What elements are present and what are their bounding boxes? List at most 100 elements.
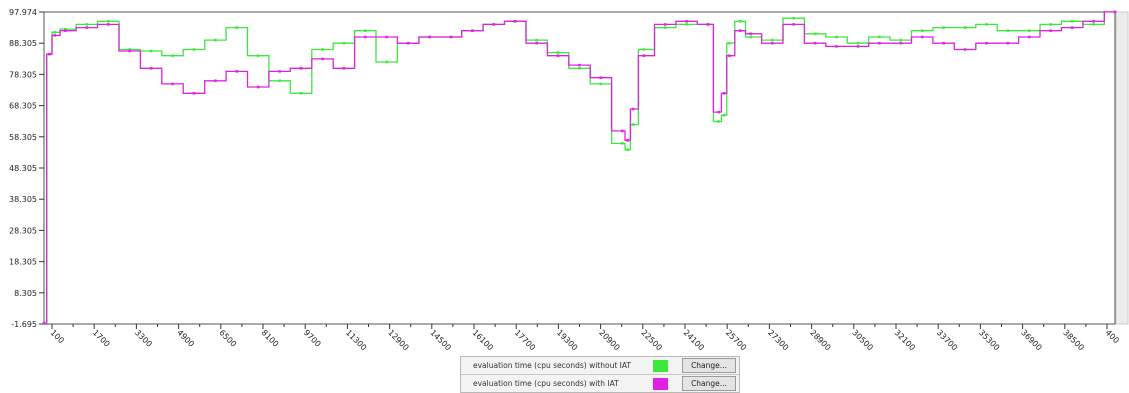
series-point-1	[428, 35, 431, 39]
series-point-1	[192, 92, 196, 95]
x-tick-label: 400	[1104, 328, 1121, 345]
series-point-0	[942, 26, 945, 29]
series-point-0	[663, 26, 667, 29]
series-point-1	[722, 92, 726, 95]
series-point-0	[256, 54, 260, 57]
legend: evaluation time (cpu seconds) without IA…	[460, 356, 740, 393]
series-point-1	[107, 23, 110, 26]
series-point-0	[835, 35, 838, 39]
series-point-0	[53, 31, 56, 34]
chart-area: 97.974 88.305 78.305 68.305 58.305 48.305 38.3…	[9, 8, 1129, 352]
series-point-0	[631, 123, 635, 126]
series-point-0	[1028, 29, 1031, 32]
legend-label: evaluation time (cpu seconds) without IA…	[473, 361, 631, 370]
series-point-0	[626, 148, 629, 151]
series-point-0	[149, 49, 153, 53]
y-tick-label: 8.305	[14, 289, 37, 298]
x-tick-label: 27300	[766, 328, 790, 352]
series-point-1	[835, 45, 838, 48]
series-point-1	[771, 41, 774, 45]
series-point-0	[878, 35, 881, 39]
x-tick-label: 30500	[850, 328, 874, 352]
series-point-0	[192, 48, 196, 51]
x-tick-label: 32100	[893, 328, 917, 352]
series-point-0	[899, 38, 903, 42]
series-point-1	[1092, 20, 1095, 23]
change-color-button[interactable]: Change...	[682, 358, 736, 373]
series-point-0	[578, 67, 581, 70]
legend-row-with-iat: evaluation time (cpu seconds) with IAT C…	[461, 375, 739, 392]
scrollbar-track	[1115, 11, 1129, 325]
series-point-0	[856, 41, 860, 45]
series-point-1	[1006, 41, 1010, 45]
x-tick-label: 8100	[260, 328, 281, 349]
series-point-1	[1028, 35, 1031, 39]
y-tick-label: 38.305	[9, 195, 37, 204]
x-tick-label: 25700	[724, 328, 748, 352]
series-point-0	[1070, 20, 1074, 23]
series-point-1	[48, 52, 51, 56]
series-point-1	[42, 322, 46, 325]
series-point-1	[642, 54, 646, 57]
y-tick-label: 48.305	[9, 164, 37, 173]
x-tick-label: 19300	[555, 328, 579, 352]
series-point-0	[535, 38, 538, 42]
x-tick-label: 38500	[1061, 328, 1085, 352]
series-point-0	[128, 48, 131, 51]
series-point-1	[171, 82, 174, 86]
x-tick-label: 22500	[639, 328, 663, 352]
series-point-1	[626, 139, 629, 142]
x-tick-label: 3300	[133, 328, 154, 349]
series-point-0	[685, 23, 688, 26]
y-tick-label: 78.305	[9, 70, 37, 79]
series-point-1	[621, 129, 624, 133]
series-point-1	[1070, 26, 1074, 29]
series-point-1	[235, 70, 239, 73]
series-point-0	[722, 113, 726, 117]
y-tick-label: 18.305	[9, 258, 37, 267]
series-point-1	[364, 35, 367, 39]
series-point-1	[53, 34, 56, 37]
y-tick-label: 58.305	[9, 133, 37, 142]
series-point-0	[299, 92, 303, 95]
y-tick-label: -1.695	[11, 320, 37, 329]
x-tick-label: 9700	[302, 328, 323, 349]
series-point-0	[214, 38, 217, 42]
series-point-1	[321, 57, 324, 61]
y-tick-label: 88.305	[9, 39, 37, 48]
legend-swatch	[653, 377, 668, 390]
series-point-1	[492, 23, 496, 26]
series-point-1	[942, 41, 945, 45]
x-tick-label: 12900	[386, 328, 410, 352]
y-tick-label: 28.305	[9, 226, 37, 235]
series-point-1	[299, 67, 303, 70]
series-line-0	[44, 11, 1115, 325]
series-point-1	[985, 41, 988, 45]
x-tick-label: 35300	[977, 328, 1001, 352]
series-point-0	[599, 82, 603, 86]
series-point-0	[107, 20, 110, 23]
series-point-0	[728, 41, 731, 45]
change-color-button[interactable]: Change...	[682, 376, 736, 391]
x-tick-label: 16100	[471, 328, 495, 352]
series-point-0	[1006, 29, 1010, 32]
series-point-1	[556, 54, 560, 57]
x-tick-label: 4900	[175, 328, 196, 349]
legend-label: evaluation time (cpu seconds) with IAT	[473, 379, 619, 388]
series-point-0	[963, 26, 967, 29]
series-point-1	[85, 26, 89, 29]
series-point-0	[342, 41, 346, 45]
series-point-1	[535, 41, 538, 45]
series-line-1	[44, 11, 1115, 325]
series-point-1	[278, 70, 281, 73]
series-point-0	[738, 20, 742, 23]
series-point-0	[985, 23, 988, 26]
series-point-1	[663, 23, 667, 26]
series-point-0	[792, 16, 795, 20]
series-point-1	[385, 35, 388, 39]
series-point-0	[1049, 23, 1052, 26]
series-point-0	[771, 38, 774, 42]
legend-row-without-iat: evaluation time (cpu seconds) without IA…	[461, 357, 739, 375]
x-tick-label: 20900	[597, 328, 621, 352]
x-tick-label: 6500	[217, 328, 238, 349]
